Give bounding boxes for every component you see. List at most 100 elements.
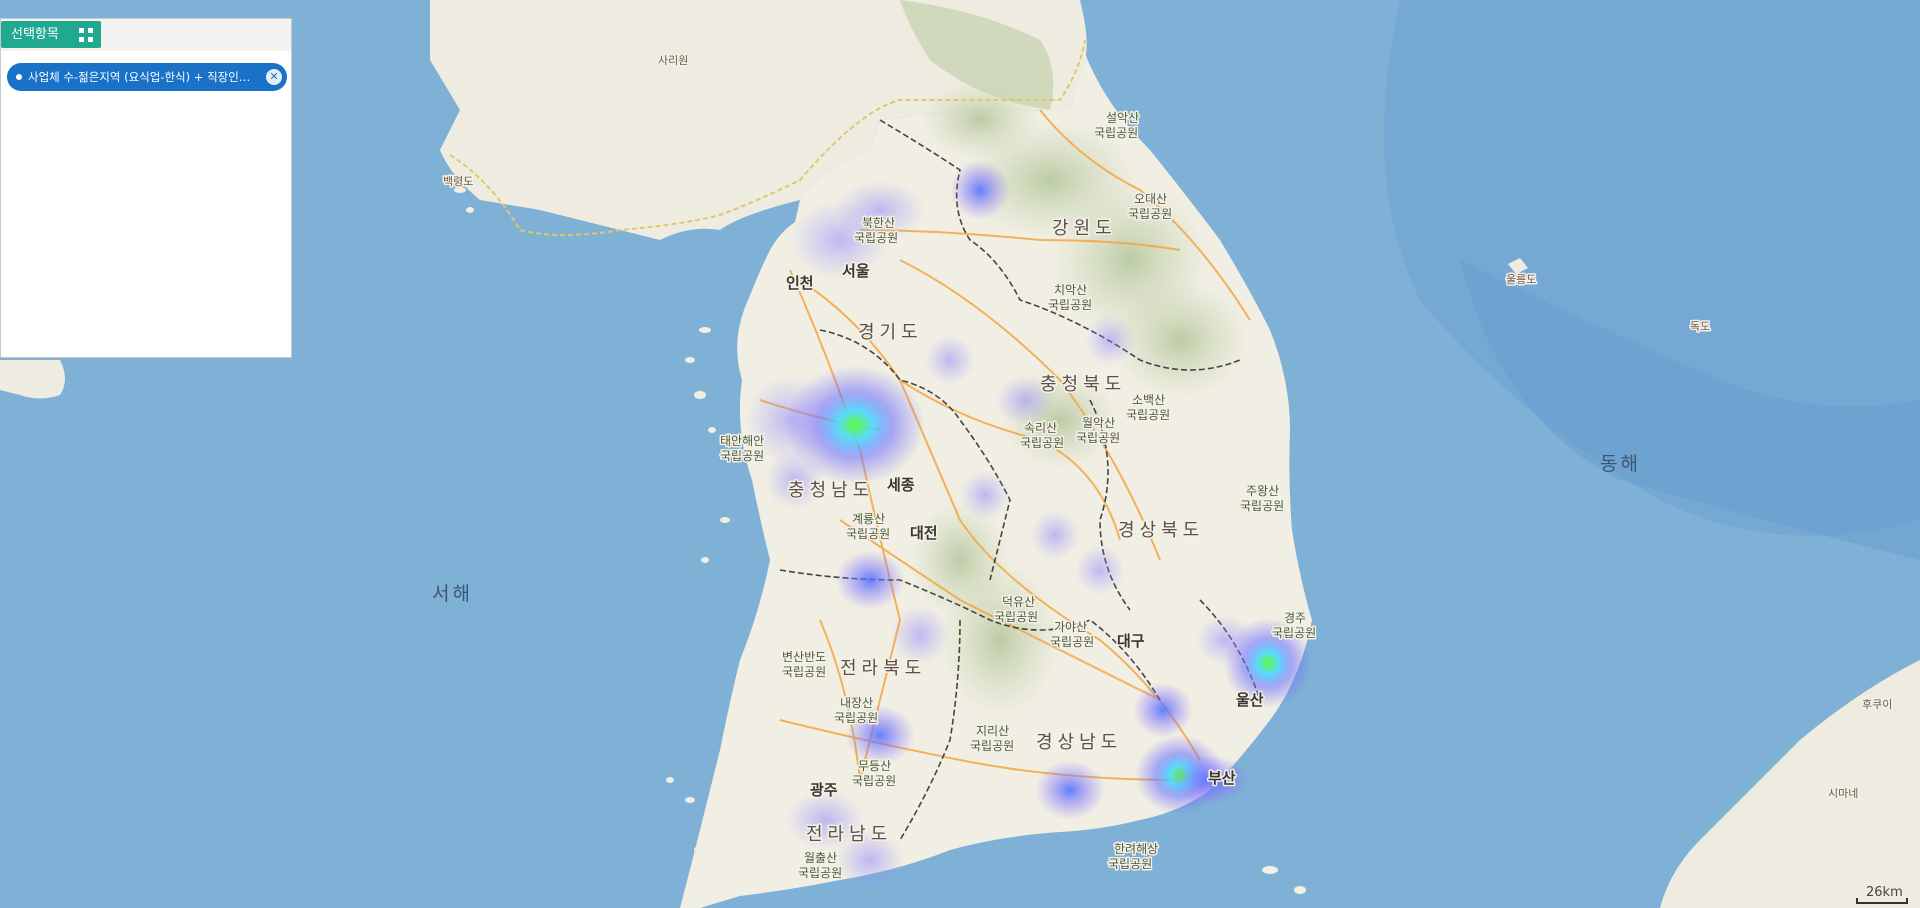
label-gwangju: 광주 xyxy=(810,781,838,799)
park-bukhan-name: 북한산 xyxy=(862,216,895,230)
label-east-sea: 동해 xyxy=(1600,453,1641,475)
label-incheon: 인천 xyxy=(786,274,814,292)
label-busan: 부산 xyxy=(1208,769,1236,787)
japan-landmass xyxy=(1660,660,1920,908)
label-jeonnam: 전라남도 xyxy=(806,824,892,845)
selected-items-label: 선택항목 xyxy=(11,27,59,42)
label-dokdo: 독도 xyxy=(1690,320,1710,333)
park-taean-name: 태안해안 xyxy=(720,434,764,448)
label-daegu: 대구 xyxy=(1117,632,1145,650)
park-chiak-name: 치악산 xyxy=(1054,283,1087,297)
label-gangwon: 강원도 xyxy=(1052,218,1117,239)
park-chiak-type: 국립공원 xyxy=(1048,298,1092,312)
park-hallyeo-name: 한려해상 xyxy=(1114,842,1158,856)
park-wolchul-type: 국립공원 xyxy=(798,866,842,880)
west-landmass xyxy=(0,360,65,399)
park-bukhan-type: 국립공원 xyxy=(854,231,898,245)
selected-layer-chip[interactable]: 사업체 수-젊은지역 (요식업-한식) + 직장인… ✕ xyxy=(7,63,287,91)
park-odae-name: 오대산 xyxy=(1134,192,1167,206)
north-landmass xyxy=(430,0,1087,240)
label-sariwon: 사리원 xyxy=(658,54,688,67)
park-gyeryong-type: 국립공원 xyxy=(846,527,890,541)
park-naejang-type: 국립공원 xyxy=(834,711,878,725)
label-chungbuk: 충청북도 xyxy=(1040,374,1126,395)
park-seorak-name: 설악산 xyxy=(1106,111,1139,125)
park-byeonsan-name: 변산반도 xyxy=(782,650,826,664)
selected-items-button[interactable]: 선택항목 xyxy=(1,21,101,48)
label-seoul: 서울 xyxy=(842,262,870,280)
park-sobaek-name: 소백산 xyxy=(1132,393,1165,407)
park-songni-name: 속리산 xyxy=(1024,421,1057,435)
park-taean-type: 국립공원 xyxy=(720,449,764,463)
heatmap-layer xyxy=(745,160,1313,890)
deep-sea xyxy=(1384,0,1920,536)
park-labels: 설악산 국립공원 오대산 국립공원 북한산 국립공원 치악산 국립공원 소백산 국립공원 … xyxy=(719,110,1318,882)
north-mountains xyxy=(900,0,1054,110)
label-chungnam: 충청남도 xyxy=(788,480,874,501)
park-juwang-type: 국립공원 xyxy=(1240,499,1284,513)
park-deogyu-name: 덕유산 xyxy=(1002,595,1035,609)
scale-bar xyxy=(1856,898,1908,904)
park-woraksan-type: 국립공원 xyxy=(1076,431,1120,445)
label-jeonbuk: 전라북도 xyxy=(840,658,926,679)
bullet-icon xyxy=(16,74,22,80)
deep-sea-2 xyxy=(1460,260,1920,560)
park-gaya-name: 가야산 xyxy=(1054,620,1087,634)
label-gyeonggi: 경기도 xyxy=(858,322,923,343)
label-gyeongnam: 경상남도 xyxy=(1036,732,1122,753)
close-icon[interactable]: ✕ xyxy=(266,69,282,85)
label-baengnyeongdo: 백령도 xyxy=(443,175,473,188)
road-network xyxy=(759,109,1251,781)
west-islands xyxy=(454,187,1306,894)
label-gyeongbuk: 경상북도 xyxy=(1118,520,1204,541)
park-gyeongju-name: 경주 xyxy=(1284,611,1306,625)
park-gaya-type: 국립공원 xyxy=(1050,635,1094,649)
park-wolchul-name: 월출산 xyxy=(804,851,837,865)
park-odae-type: 국립공원 xyxy=(1128,207,1172,221)
selected-items-panel: 선택항목 사업체 수-젊은지역 (요식업-한식) + 직장인… ✕ xyxy=(0,18,292,358)
panel-header: 선택항목 xyxy=(1,19,291,51)
park-jiri-name: 지리산 xyxy=(976,724,1009,738)
park-juwang-name: 주왕산 xyxy=(1246,484,1279,498)
park-gyeongju-type: 국립공원 xyxy=(1272,626,1316,640)
scale-label: 26km xyxy=(1866,885,1903,900)
dokdo xyxy=(1508,258,1528,274)
dmz-line xyxy=(449,39,1086,236)
park-songni-type: 국립공원 xyxy=(1020,436,1064,450)
park-hallyeo-type: 국립공원 xyxy=(1108,857,1152,871)
park-sobaek-type: 국립공원 xyxy=(1126,408,1170,422)
label-ulleungdo: 울릉도 xyxy=(1506,273,1536,286)
selected-layer-label: 사업체 수-젊은지역 (요식업-한식) + 직장인… xyxy=(28,70,251,84)
park-seorak-type: 국립공원 xyxy=(1094,126,1138,140)
park-gyeryong-name: 계룡산 xyxy=(852,512,885,526)
grid-icon xyxy=(78,28,93,42)
map-scale: 26km xyxy=(1856,885,1916,904)
label-sejong: 세종 xyxy=(887,476,915,494)
label-daejeon: 대전 xyxy=(910,524,938,542)
park-deogyu-type: 국립공원 xyxy=(994,610,1038,624)
park-woraksan-name: 월악산 xyxy=(1082,416,1115,430)
park-byeonsan-type: 국립공원 xyxy=(782,665,826,679)
park-naejang-name: 내장산 xyxy=(840,696,873,710)
park-mudeung-type: 국립공원 xyxy=(852,774,896,788)
park-mudeung-name: 무등산 xyxy=(858,759,891,773)
label-hukui: 후쿠이 xyxy=(1862,698,1892,711)
